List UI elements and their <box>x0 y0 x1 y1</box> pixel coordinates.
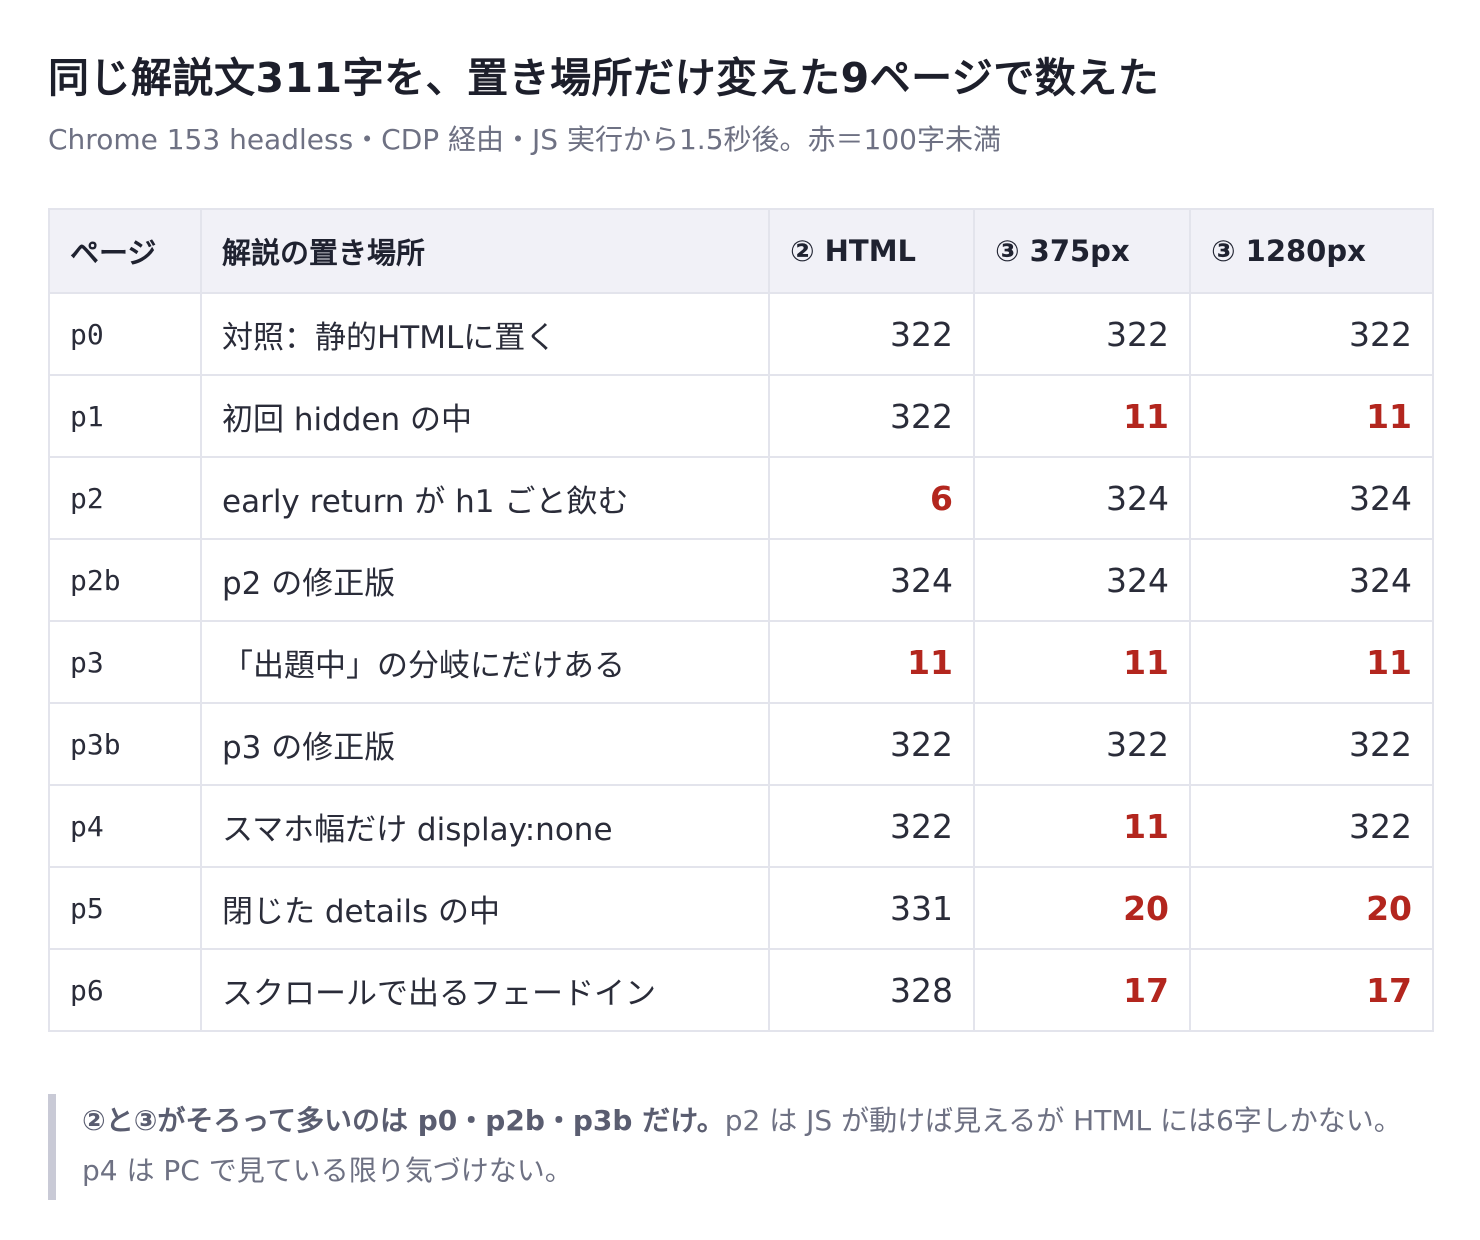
table-row: p2 early return が h1 ごと飲む 6 324 324 <box>48 456 1434 540</box>
cell-html: 322 <box>768 702 975 786</box>
cell-page: p5 <box>48 866 202 950</box>
cell-page: p4 <box>48 784 202 868</box>
cell-1280px: 20 <box>1189 866 1434 950</box>
table-row: p3 「出題中」の分岐にだけある 11 11 11 <box>48 620 1434 704</box>
cell-375px: 17 <box>973 948 1191 1032</box>
cell-page: p1 <box>48 374 202 458</box>
table-row: p1 初回 hidden の中 322 11 11 <box>48 374 1434 458</box>
header-html: ② HTML <box>768 208 975 294</box>
cell-place: p2 の修正版 <box>200 538 770 622</box>
table-row: p3b p3 の修正版 322 322 322 <box>48 702 1434 786</box>
cell-html: 322 <box>768 784 975 868</box>
cell-page: p3 <box>48 620 202 704</box>
cell-page: p6 <box>48 948 202 1032</box>
cell-375px: 324 <box>973 456 1191 540</box>
summary-note: ②と③がそろって多いのは p0・p2b・p3b だけ。p2 は JS が動けば見… <box>48 1094 1432 1200</box>
cell-1280px: 322 <box>1189 784 1434 868</box>
cell-place: 対照：静的HTMLに置く <box>200 292 770 376</box>
cell-1280px: 322 <box>1189 292 1434 376</box>
page-title: 同じ解説文311字を、置き場所だけ変えた9ページで数えた <box>48 54 1160 102</box>
header-place: 解説の置き場所 <box>200 208 770 294</box>
header-1280px: ③ 1280px <box>1189 208 1434 294</box>
cell-1280px: 11 <box>1189 374 1434 458</box>
cell-html: 331 <box>768 866 975 950</box>
table-row: p2b p2 の修正版 324 324 324 <box>48 538 1434 622</box>
note-text: p2 は JS が動けば見えるが HTML には6字しかない。p4 は PC で… <box>82 1104 1402 1187</box>
cell-place: スマホ幅だけ display:none <box>200 784 770 868</box>
page-subtitle: Chrome 153 headless・CDP 経由・JS 実行から1.5秒後。… <box>48 123 1001 156</box>
cell-375px: 322 <box>973 702 1191 786</box>
table-row: p5 閉じた details の中 331 20 20 <box>48 866 1434 950</box>
cell-html: 324 <box>768 538 975 622</box>
table-row: p0 対照：静的HTMLに置く 322 322 322 <box>48 292 1434 376</box>
cell-place: p3 の修正版 <box>200 702 770 786</box>
cell-place: 閉じた details の中 <box>200 866 770 950</box>
cell-html: 328 <box>768 948 975 1032</box>
cell-page: p2b <box>48 538 202 622</box>
cell-375px: 322 <box>973 292 1191 376</box>
table-header-row: ページ 解説の置き場所 ② HTML ③ 375px ③ 1280px <box>48 208 1434 294</box>
cell-375px: 11 <box>973 784 1191 868</box>
cell-place: スクロールで出るフェードイン <box>200 948 770 1032</box>
cell-375px: 11 <box>973 620 1191 704</box>
content: 同じ解説文311字を、置き場所だけ変えた9ページで数えた Chrome 153 … <box>48 50 1434 1200</box>
table-row: p6 スクロールで出るフェードイン 328 17 17 <box>48 948 1434 1032</box>
cell-page: p2 <box>48 456 202 540</box>
cell-1280px: 17 <box>1189 948 1434 1032</box>
cell-html: 6 <box>768 456 975 540</box>
header-page: ページ <box>48 208 202 294</box>
cell-place: 初回 hidden の中 <box>200 374 770 458</box>
cell-375px: 11 <box>973 374 1191 458</box>
cell-page: p3b <box>48 702 202 786</box>
results-table: ページ 解説の置き場所 ② HTML ③ 375px ③ 1280px p0 対照… <box>48 208 1434 1032</box>
cell-html: 11 <box>768 620 975 704</box>
cell-place: early return が h1 ごと飲む <box>200 456 770 540</box>
cell-html: 322 <box>768 374 975 458</box>
cell-1280px: 322 <box>1189 702 1434 786</box>
cell-place: 「出題中」の分岐にだけある <box>200 620 770 704</box>
cell-html: 322 <box>768 292 975 376</box>
note-bold: ②と③がそろって多いのは p0・p2b・p3b だけ。 <box>82 1104 725 1137</box>
header-375px: ③ 375px <box>973 208 1191 294</box>
cell-page: p0 <box>48 292 202 376</box>
cell-1280px: 324 <box>1189 538 1434 622</box>
cell-375px: 324 <box>973 538 1191 622</box>
table-row: p4 スマホ幅だけ display:none 322 11 322 <box>48 784 1434 868</box>
cell-1280px: 324 <box>1189 456 1434 540</box>
cell-1280px: 11 <box>1189 620 1434 704</box>
cell-375px: 20 <box>973 866 1191 950</box>
